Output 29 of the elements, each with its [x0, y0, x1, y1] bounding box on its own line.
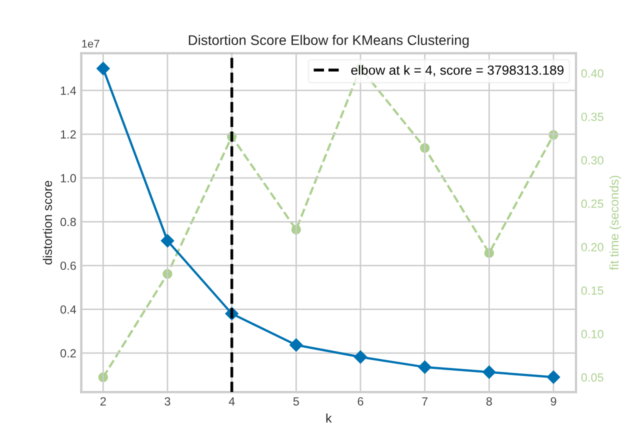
x-axis-title: k — [326, 413, 332, 423]
y2-tick-label: 0.10 — [581, 330, 604, 338]
y2-tick-label: 0.05 — [581, 373, 604, 382]
y-tick-label: 0.2 — [60, 349, 76, 358]
text: 1e7 — [82, 40, 100, 48]
chart-title: Distortion Score Elbow for KMeans Clustering — [188, 34, 469, 48]
y2-tick-label: 0.20 — [581, 243, 604, 252]
x-tick-label: 5 — [293, 397, 299, 406]
y2-tick-label: 0.40 — [581, 69, 604, 78]
y2-tick-label: 0.25 — [581, 200, 604, 208]
x-tick-label: 9 — [550, 397, 556, 406]
y-tick-label: 1.0 — [60, 174, 76, 182]
y-tick-label: 1.2 — [60, 130, 76, 138]
y-tick-label: 0.8 — [60, 218, 76, 226]
y-tick-label: 0.6 — [60, 262, 76, 270]
y2-tick-label: 0.30 — [581, 156, 604, 164]
ref-line-label: elbow at k = 4, score = 3798313.189 — [351, 65, 564, 76]
x-tick-label: 3 — [164, 397, 170, 406]
y-tick-label: 0.4 — [60, 305, 76, 314]
x-tick-label: 6 — [358, 397, 364, 406]
x-tick-label: 2 — [100, 397, 106, 406]
y2-tick-label: 0.35 — [581, 112, 604, 122]
x-tick-label: 4 — [228, 397, 235, 406]
y-axis-title: distortion score — [42, 180, 52, 264]
x-tick-label: 7 — [422, 397, 428, 406]
y-tick-label: 1.4 — [60, 86, 76, 95]
y2-tick-label: 0.15 — [581, 286, 604, 295]
x-tick-label: 8 — [486, 397, 492, 406]
y2-axis-title: fit time (seconds) — [609, 176, 622, 270]
